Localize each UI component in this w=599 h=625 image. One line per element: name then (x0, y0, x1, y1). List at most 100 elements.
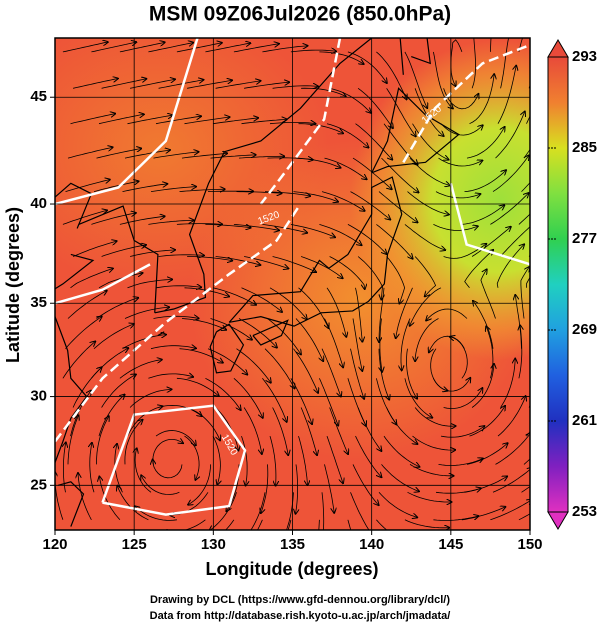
x-axis-label: Longitude (degrees) (205, 559, 378, 579)
streamline (176, 224, 222, 225)
colorbar (547, 56, 569, 513)
streamline (184, 117, 230, 125)
streamline (93, 324, 134, 350)
streamline (300, 407, 317, 456)
streamline (298, 435, 308, 485)
streamline (521, 486, 530, 493)
streamline (124, 420, 143, 465)
streamline (287, 519, 292, 530)
streamline (347, 519, 352, 530)
streamline (401, 318, 411, 371)
streamline (269, 435, 276, 486)
streamline (207, 348, 247, 375)
streamline (124, 307, 169, 319)
streamline (155, 430, 196, 446)
streamline (135, 506, 177, 521)
streamline (135, 448, 152, 493)
streamline (119, 360, 162, 379)
streamline (55, 472, 64, 520)
streamline (62, 342, 95, 379)
contour-line (259, 38, 342, 205)
streamline (497, 66, 516, 124)
streamline (518, 38, 523, 52)
streamline (376, 378, 396, 424)
streamline (500, 226, 530, 257)
streamline (319, 224, 361, 245)
streamline (238, 156, 284, 158)
streamline (72, 241, 117, 257)
streamline (293, 348, 319, 393)
streamline (329, 407, 348, 455)
streamline (261, 464, 269, 513)
streamline (179, 189, 225, 191)
streamline (321, 492, 325, 530)
streamline (188, 464, 211, 504)
streamline (290, 224, 335, 237)
streamline (347, 224, 387, 254)
streamline (490, 500, 530, 521)
streamline (300, 256, 343, 279)
streamline (466, 127, 505, 159)
coastline (55, 253, 95, 290)
contour-line (402, 43, 530, 163)
streamline (492, 468, 530, 493)
streamline (347, 378, 366, 426)
x-tick-label: 150 (517, 536, 542, 553)
streamline (326, 435, 343, 483)
streamline (464, 170, 507, 192)
streamline (257, 519, 263, 530)
streamline (381, 157, 419, 192)
streamline (430, 348, 448, 391)
streamline (63, 443, 65, 493)
colorbar-max-arrow (547, 39, 569, 58)
streamline (119, 42, 165, 53)
streamline (181, 153, 227, 159)
streamline (464, 476, 508, 493)
streamline (181, 318, 226, 330)
streamline (433, 224, 477, 231)
x-tick-label: 140 (359, 536, 384, 553)
streamline (264, 191, 310, 196)
streamline (155, 286, 201, 288)
streamline (469, 406, 506, 437)
streamline (62, 210, 107, 225)
streamline (355, 287, 363, 342)
streamline (212, 118, 258, 125)
streamline (293, 191, 339, 202)
y-tick-label: 30 (30, 388, 47, 405)
streamline (290, 50, 336, 52)
streamline (153, 152, 199, 159)
streamline (205, 377, 240, 410)
streamline (440, 426, 484, 438)
streamline (329, 256, 365, 290)
field-patch (350, 40, 530, 360)
y-tick-label: 25 (30, 476, 47, 493)
streamline (518, 213, 530, 225)
streamline (490, 38, 492, 52)
streamline (296, 464, 298, 513)
streamline (440, 123, 483, 136)
streamline (148, 374, 193, 378)
streamline (262, 46, 307, 53)
streamline (127, 406, 163, 437)
grid (55, 38, 530, 530)
streamline (404, 51, 427, 108)
streamline (409, 464, 454, 475)
streamline (415, 318, 439, 362)
streamline (155, 116, 201, 125)
streamline (272, 256, 316, 273)
streamline (124, 150, 170, 159)
streamline (158, 80, 204, 89)
streamline (433, 51, 452, 109)
streamline (438, 459, 483, 466)
streamline (91, 213, 135, 225)
streamline (101, 374, 136, 408)
streamline (67, 415, 79, 465)
streamline (153, 460, 183, 479)
streamline (492, 156, 529, 192)
streamline (326, 123, 368, 148)
streamline (65, 180, 110, 192)
streamline (383, 123, 418, 165)
streamline (404, 519, 449, 528)
streamline (98, 395, 125, 437)
